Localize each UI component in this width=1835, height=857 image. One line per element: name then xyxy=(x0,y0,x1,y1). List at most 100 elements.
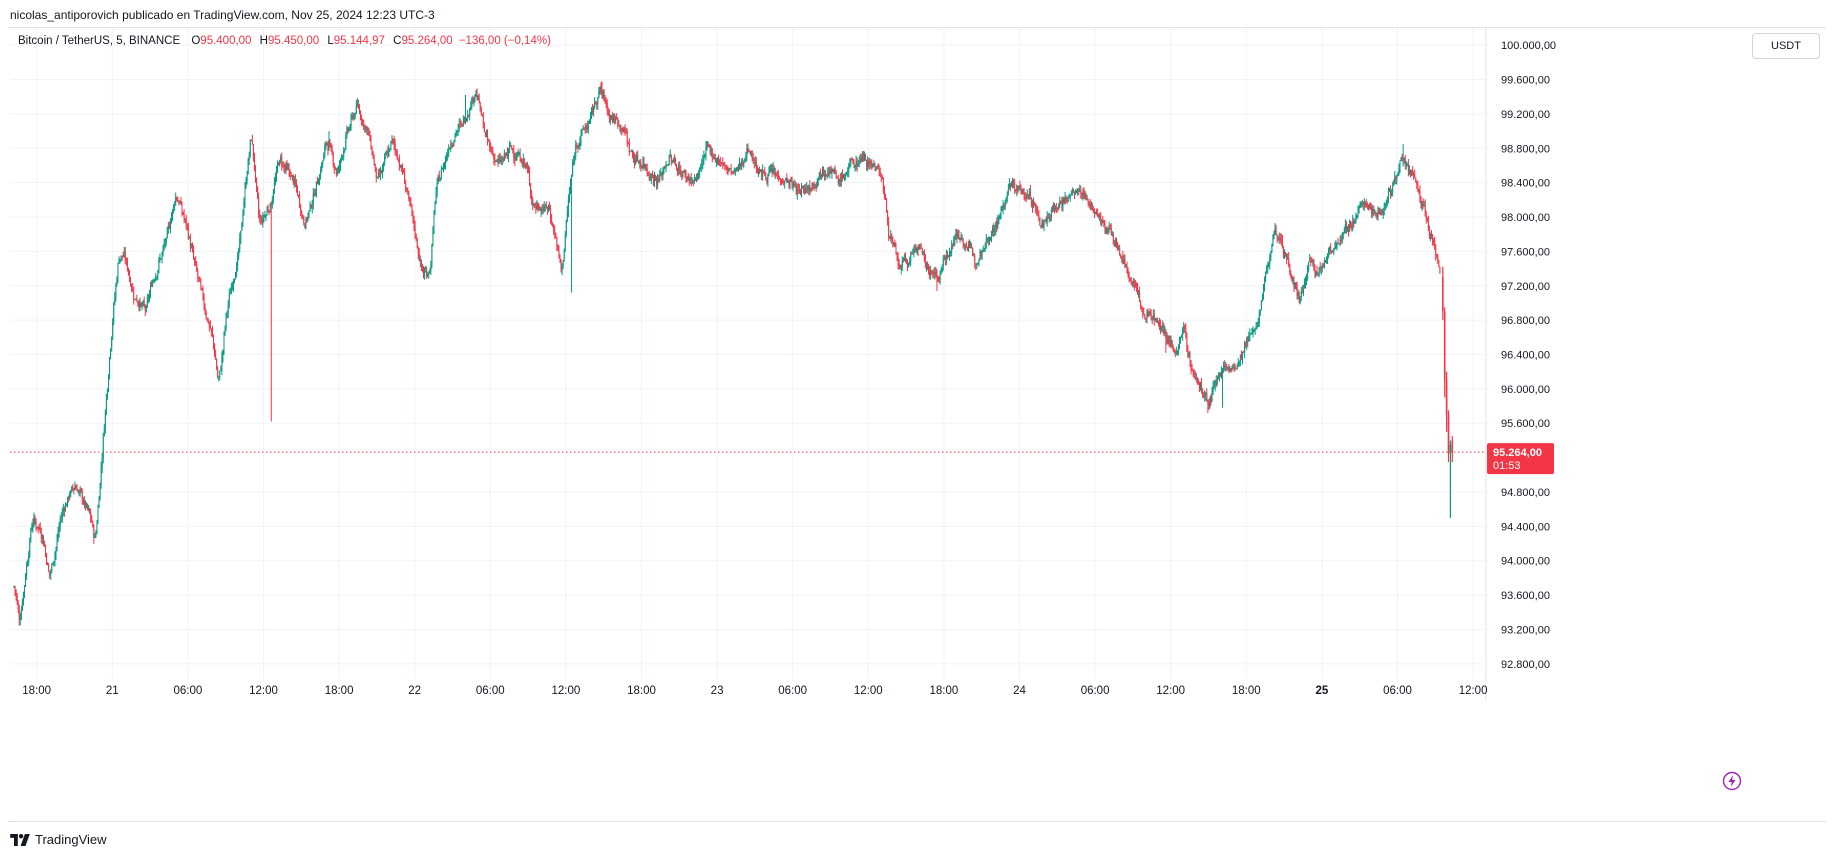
candle-body xyxy=(352,115,354,119)
candle-body xyxy=(1164,331,1166,334)
candle-body xyxy=(339,165,340,168)
x-tick-label: 23 xyxy=(711,685,724,697)
candle-body xyxy=(1070,192,1072,196)
candle-body xyxy=(955,233,957,237)
x-tick-label: 06:00 xyxy=(778,685,807,697)
candle-body xyxy=(999,214,1001,218)
candle-body xyxy=(250,139,252,141)
candle-body xyxy=(973,255,975,257)
currency-button[interactable]: USDT xyxy=(1752,33,1820,59)
candle-body xyxy=(479,103,481,108)
candle-body xyxy=(227,303,229,313)
candle-body xyxy=(525,164,527,167)
candle-body xyxy=(691,181,693,183)
candle-body xyxy=(869,161,871,165)
candle-body xyxy=(617,118,619,124)
candle-body xyxy=(1086,197,1088,200)
candle-body xyxy=(45,546,46,555)
candle-body xyxy=(742,162,744,166)
candle-body xyxy=(64,506,66,511)
candle-body xyxy=(739,162,741,168)
candle-body xyxy=(216,359,218,370)
candle-body xyxy=(559,254,561,262)
candle-body xyxy=(997,219,999,227)
candle-body xyxy=(619,125,621,127)
x-tick-label: 18:00 xyxy=(325,685,354,697)
candle-body xyxy=(345,136,347,149)
candle-body xyxy=(819,172,821,176)
candle-body xyxy=(570,182,571,193)
candle-body xyxy=(1057,207,1059,210)
candle-body xyxy=(1077,188,1079,191)
lightning-bolt-icon[interactable] xyxy=(1722,771,1742,791)
candle-body xyxy=(1183,324,1185,330)
candle-body xyxy=(144,305,146,311)
candle-body xyxy=(1254,329,1256,332)
candle-body xyxy=(208,322,210,326)
candle-body xyxy=(514,157,516,161)
candle-body xyxy=(122,256,124,258)
candle-body xyxy=(368,130,370,136)
candle-body xyxy=(744,159,746,163)
candle-body xyxy=(895,246,897,255)
candle-body xyxy=(960,237,962,239)
candle-body xyxy=(505,153,507,155)
candle-body xyxy=(824,174,826,177)
candle-body xyxy=(971,245,973,249)
candle-body xyxy=(15,590,17,596)
candle-body xyxy=(1297,293,1299,296)
candle-body xyxy=(874,163,876,171)
candle-body xyxy=(1228,367,1230,372)
candle-body xyxy=(14,586,16,591)
candle-body xyxy=(1026,194,1028,199)
candle-body xyxy=(454,133,456,141)
candle-body xyxy=(828,172,830,174)
candle-body xyxy=(277,163,279,171)
candle-body xyxy=(1364,202,1366,205)
candle-body xyxy=(1180,336,1182,340)
candle-body xyxy=(284,166,286,170)
candle-body xyxy=(1197,382,1199,385)
candle-body xyxy=(1046,216,1048,223)
candle-body xyxy=(367,130,369,132)
candle-body xyxy=(630,150,632,152)
x-tick-label: 24 xyxy=(1013,685,1026,697)
candle-body xyxy=(1309,259,1311,262)
candle-body xyxy=(1390,190,1392,196)
candle-body xyxy=(715,160,717,162)
candle-body xyxy=(1023,193,1025,198)
candle-body xyxy=(1236,365,1238,369)
candle-body xyxy=(1295,282,1297,287)
candle-body xyxy=(722,163,724,165)
candle-body xyxy=(1369,206,1371,208)
candle-body xyxy=(671,161,673,163)
candle-body xyxy=(447,153,449,157)
candle-body xyxy=(1037,209,1039,215)
candle-body xyxy=(836,177,838,179)
candle-body xyxy=(1107,229,1109,232)
candle-body xyxy=(522,158,524,166)
candle-body xyxy=(1151,318,1153,320)
candle-body xyxy=(847,171,849,173)
candle-body xyxy=(1184,324,1186,329)
candle-body xyxy=(46,554,48,564)
candle-body xyxy=(364,125,366,129)
candle-body xyxy=(1407,164,1409,174)
candle-body xyxy=(290,176,292,178)
candle-body xyxy=(1332,250,1334,253)
candle-body xyxy=(1392,185,1394,193)
candle-body xyxy=(534,204,536,206)
candle-body xyxy=(1174,352,1176,354)
candle-body xyxy=(1242,352,1243,359)
candle-body xyxy=(1165,331,1167,335)
candle-body xyxy=(702,160,704,164)
candle-body xyxy=(1442,277,1444,312)
candle-body xyxy=(109,357,111,378)
candle-body xyxy=(732,171,734,173)
candle-body xyxy=(63,509,65,511)
candle-body xyxy=(491,150,493,152)
candle-body xyxy=(599,87,601,91)
candle-body xyxy=(840,174,842,182)
candle-body xyxy=(98,498,100,508)
